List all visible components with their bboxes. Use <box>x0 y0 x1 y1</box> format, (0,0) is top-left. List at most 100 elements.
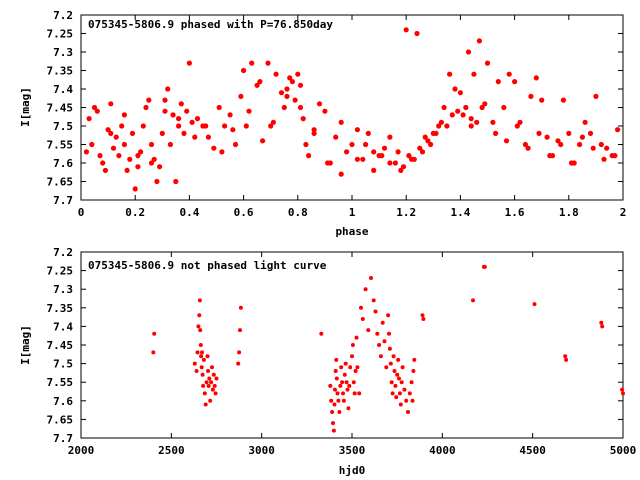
data-point <box>341 398 346 403</box>
data-point <box>162 97 168 103</box>
y-tick-label: 7.35 <box>47 65 74 78</box>
x-tick-label: 4500 <box>519 444 546 457</box>
data-point <box>390 391 395 396</box>
data-point <box>514 123 520 129</box>
x-tick-label: 2500 <box>158 444 185 457</box>
data-point <box>354 156 360 162</box>
y-tick-label: 7.55 <box>47 376 74 389</box>
data-point <box>201 383 206 388</box>
data-point <box>127 156 133 162</box>
data-point <box>86 116 92 122</box>
data-point <box>371 298 376 303</box>
data-point <box>102 167 108 173</box>
data-point <box>380 320 385 325</box>
x-tick-label: 1.2 <box>396 206 416 219</box>
data-point <box>395 149 401 155</box>
y-tick-label: 7.45 <box>47 102 74 115</box>
data-point <box>369 276 373 280</box>
data-point <box>501 104 507 111</box>
data-point <box>334 376 339 381</box>
data-point <box>184 108 190 114</box>
data-point <box>354 127 360 133</box>
data-point <box>200 372 205 377</box>
data-point <box>397 376 401 381</box>
data-point <box>352 391 357 396</box>
data-point <box>397 391 402 396</box>
x-tick-label: 0.6 <box>234 206 254 219</box>
y-tick-label: 7.3 <box>53 46 73 59</box>
data-point <box>198 328 203 333</box>
y-axis-label: I[mag] <box>19 325 32 365</box>
data-point <box>222 123 228 129</box>
data-point <box>292 97 298 103</box>
data-point <box>457 90 463 96</box>
data-point <box>347 383 352 388</box>
data-point <box>621 391 625 396</box>
data-point <box>493 130 499 136</box>
y-tick-label: 7.2 <box>53 9 73 22</box>
data-point <box>241 67 247 74</box>
data-point <box>402 387 407 392</box>
data-point <box>468 123 474 129</box>
data-point <box>392 160 398 166</box>
y-tick-label: 7.25 <box>47 28 74 41</box>
data-point <box>407 391 412 396</box>
data-point <box>476 38 482 44</box>
data-point <box>157 164 163 170</box>
data-point <box>395 372 400 377</box>
data-point <box>419 149 426 155</box>
data-point <box>599 320 604 325</box>
data-point <box>329 398 334 403</box>
data-point <box>490 119 496 125</box>
x-tick-label: 2 <box>620 206 627 219</box>
x-tick-label: 3500 <box>339 444 366 457</box>
data-point <box>411 156 417 162</box>
data-point <box>351 380 356 385</box>
data-point <box>420 313 425 318</box>
data-point <box>110 145 117 151</box>
data-point <box>212 383 217 388</box>
data-point <box>211 372 216 377</box>
data-point <box>438 119 444 125</box>
data-point <box>249 60 255 66</box>
data-point <box>108 130 114 136</box>
data-point <box>124 167 130 173</box>
data-point <box>338 171 344 177</box>
data-point <box>503 138 510 144</box>
data-point <box>243 123 249 129</box>
data-point <box>268 123 274 129</box>
data-point <box>373 309 378 314</box>
data-point <box>384 365 389 370</box>
data-point <box>354 335 359 340</box>
data-point <box>132 186 138 192</box>
axis-ticks: 2000 2500 3000 3500 4000 4500 5000 7.2 7.25 7.3 7.… <box>47 246 637 457</box>
data-point <box>387 160 393 166</box>
data-point <box>360 156 366 162</box>
data-point <box>254 82 260 88</box>
x-tick-label: 0 <box>78 206 85 219</box>
x-tick-label: 2000 <box>68 444 95 457</box>
data-point <box>335 391 340 396</box>
data-point <box>289 79 295 85</box>
data-point <box>333 387 337 392</box>
data-point <box>604 145 610 151</box>
data-point <box>558 141 564 148</box>
data-point <box>287 75 293 81</box>
x-tick-label: 0.4 <box>179 206 199 219</box>
data-point <box>143 104 149 111</box>
y-tick-label: 7.45 <box>47 339 74 352</box>
data-point <box>601 156 607 162</box>
data-point <box>398 402 403 407</box>
data-point <box>409 380 414 385</box>
data-point <box>365 130 371 136</box>
data-point <box>479 104 485 111</box>
data-point <box>176 123 182 129</box>
data-point <box>284 93 290 99</box>
data-point <box>511 79 518 85</box>
y-tick-label: 7.7 <box>53 432 73 445</box>
data-point <box>460 112 466 118</box>
x-tick-label: 0.8 <box>288 206 308 219</box>
data-point <box>105 127 111 133</box>
data-point <box>129 130 136 136</box>
x-tick-label: 1 <box>349 206 356 219</box>
